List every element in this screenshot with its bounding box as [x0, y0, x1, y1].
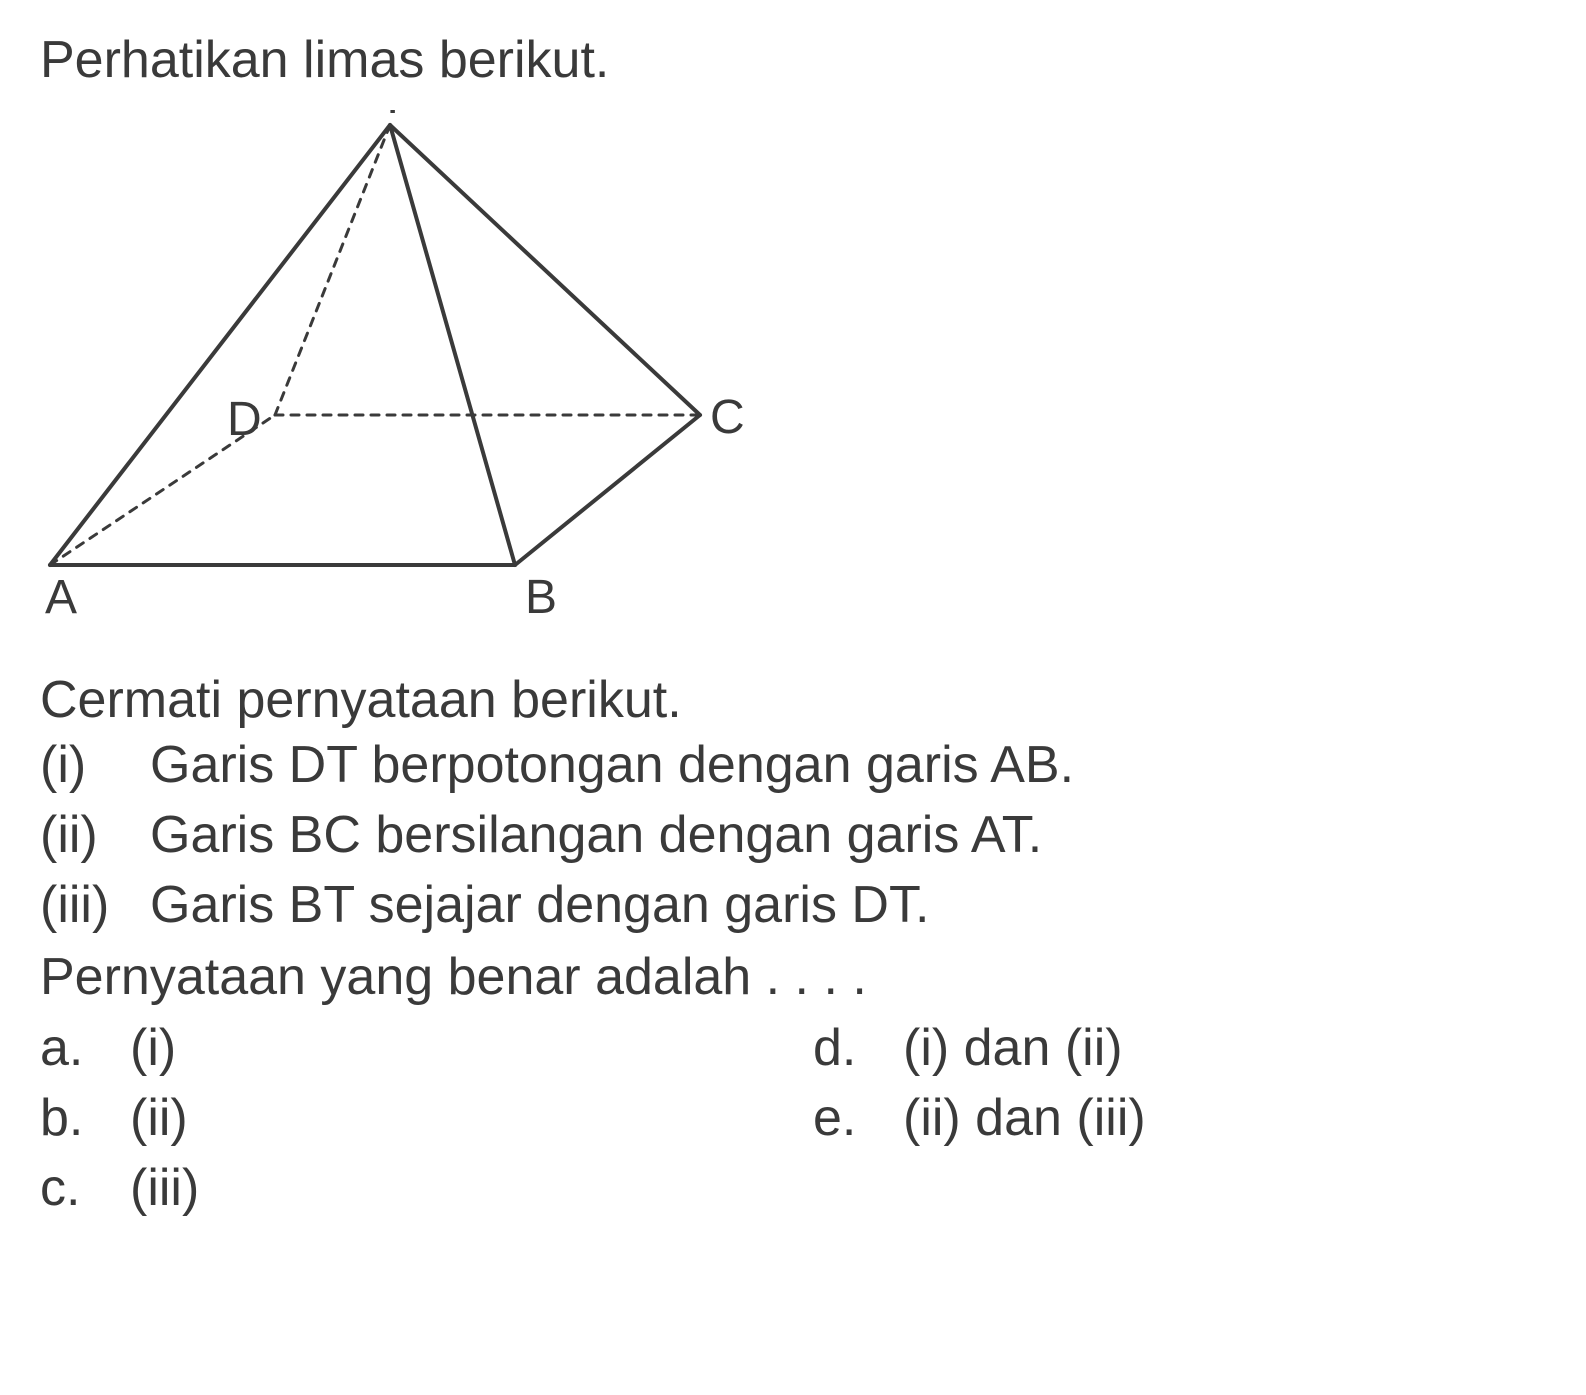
option-letter: a.: [40, 1013, 130, 1083]
statement-row: (iii)Garis BT sejajar dengan garis DT.: [40, 870, 1546, 940]
question-title: Perhatikan limas berikut.: [40, 30, 1546, 90]
option-row: e.(ii) dan (iii): [813, 1083, 1546, 1153]
option-text: (iii): [130, 1153, 250, 1223]
option-text: (i): [130, 1013, 250, 1083]
option-letter: b.: [40, 1083, 130, 1153]
option-letter: c.: [40, 1153, 130, 1223]
pyramid-diagram: A B C D T: [40, 110, 1546, 640]
vertex-label-A: A: [45, 571, 77, 624]
option-text: (ii) dan (iii): [903, 1083, 1146, 1153]
statement-text: Garis BC bersilangan dengan garis AT.: [150, 800, 1042, 870]
statement-number: (ii): [40, 800, 150, 870]
statement-number: (i): [40, 730, 150, 800]
statement-row: (i)Garis DT berpotongan dengan garis AB.: [40, 730, 1546, 800]
edge-C-T: [390, 125, 700, 415]
question-container: Perhatikan limas berikut. A B C D T Cermati …: [40, 30, 1546, 1223]
option-text: (ii): [130, 1083, 250, 1153]
options-grid: a.(i) d.(i) dan (ii) b.(ii) e.(ii) dan (iii…: [40, 1013, 1546, 1224]
option-row: [813, 1153, 1546, 1223]
option-row: c.(iii): [40, 1153, 773, 1223]
edge-B-T: [390, 125, 515, 565]
edge-B-C: [515, 415, 700, 565]
option-row: d.(i) dan (ii): [813, 1013, 1546, 1083]
statement-row: (ii)Garis BC bersilangan dengan garis AT…: [40, 800, 1546, 870]
edge-A-T: [50, 125, 390, 565]
statement-text: Garis BT sejajar dengan garis DT.: [150, 870, 929, 940]
question-prompt: Pernyataan yang benar adalah . . . .: [40, 947, 1546, 1007]
option-row: b.(ii): [40, 1083, 773, 1153]
statements-list: (i)Garis DT berpotongan dengan garis AB.…: [40, 730, 1546, 941]
option-letter: e.: [813, 1083, 903, 1153]
statements-intro: Cermati pernyataan berikut.: [40, 670, 1546, 730]
option-text: (i) dan (ii): [903, 1013, 1123, 1083]
edge-D-T: [275, 125, 390, 415]
pyramid-svg: A B C D T: [40, 110, 760, 640]
statement-text: Garis DT berpotongan dengan garis AB.: [150, 730, 1074, 800]
statement-number: (iii): [40, 870, 150, 940]
option-letter: d.: [813, 1013, 903, 1083]
vertex-label-C: C: [710, 391, 745, 444]
option-row: a.(i): [40, 1013, 773, 1083]
vertex-label-D: D: [227, 393, 262, 446]
vertex-label-T: T: [378, 110, 407, 124]
vertex-label-B: B: [525, 571, 557, 624]
